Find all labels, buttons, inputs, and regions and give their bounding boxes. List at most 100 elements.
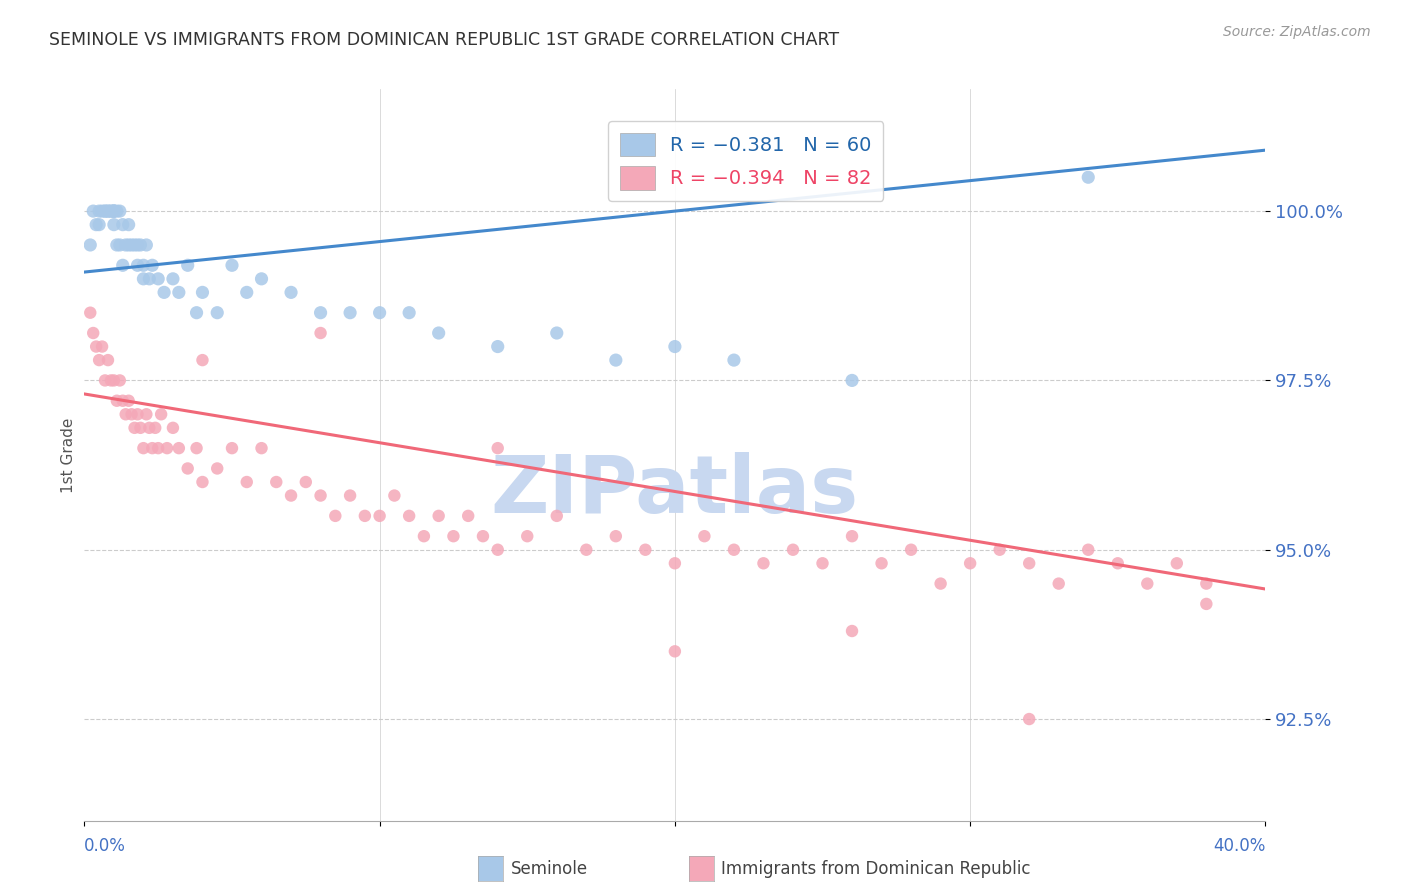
Point bbox=[82, 326, 104, 340]
Point bbox=[236, 475, 259, 489]
Point bbox=[97, 353, 120, 368]
Text: Source: ZipAtlas.com: Source: ZipAtlas.com bbox=[1223, 25, 1371, 39]
Point bbox=[100, 204, 122, 219]
Point bbox=[207, 461, 229, 475]
Point bbox=[191, 353, 214, 368]
Point bbox=[1018, 712, 1040, 726]
Point bbox=[177, 461, 200, 475]
Point bbox=[108, 204, 131, 219]
Point bbox=[1077, 542, 1099, 557]
Point bbox=[413, 529, 436, 543]
Point bbox=[841, 624, 863, 638]
Point bbox=[135, 407, 157, 421]
Point bbox=[221, 258, 243, 272]
Point bbox=[94, 204, 117, 219]
Point bbox=[605, 529, 627, 543]
Point bbox=[354, 508, 377, 523]
Point bbox=[108, 373, 131, 387]
Point bbox=[472, 529, 495, 543]
Point bbox=[82, 204, 104, 219]
Text: Immigrants from Dominican Republic: Immigrants from Dominican Republic bbox=[721, 860, 1031, 878]
Point bbox=[91, 204, 114, 219]
Point bbox=[138, 421, 160, 435]
Point bbox=[250, 441, 273, 455]
Point bbox=[100, 373, 122, 387]
Point bbox=[339, 489, 361, 503]
Point bbox=[1018, 556, 1040, 570]
Point bbox=[191, 475, 214, 489]
Point bbox=[811, 556, 834, 570]
Point bbox=[118, 218, 141, 232]
Point bbox=[135, 238, 157, 252]
Point bbox=[103, 373, 125, 387]
Point bbox=[207, 306, 229, 320]
Point bbox=[138, 272, 160, 286]
Point bbox=[634, 542, 657, 557]
Point bbox=[664, 556, 686, 570]
Point bbox=[143, 421, 166, 435]
Point bbox=[108, 238, 131, 252]
Point bbox=[79, 306, 101, 320]
Point bbox=[325, 508, 347, 523]
Point bbox=[988, 542, 1011, 557]
Point bbox=[100, 204, 122, 219]
Point bbox=[124, 238, 146, 252]
Point bbox=[664, 340, 686, 354]
Text: Seminole: Seminole bbox=[510, 860, 588, 878]
Point bbox=[266, 475, 288, 489]
Point bbox=[177, 258, 200, 272]
Point bbox=[664, 644, 686, 658]
Point bbox=[309, 306, 332, 320]
Point bbox=[236, 285, 259, 300]
Point bbox=[121, 238, 143, 252]
Point bbox=[384, 489, 406, 503]
Point bbox=[156, 441, 179, 455]
Point bbox=[486, 340, 509, 354]
Point bbox=[124, 421, 146, 435]
Point bbox=[114, 407, 136, 421]
Point bbox=[129, 421, 152, 435]
Point bbox=[103, 218, 125, 232]
Point bbox=[486, 542, 509, 557]
Point bbox=[516, 529, 538, 543]
Point bbox=[546, 508, 568, 523]
Point bbox=[221, 441, 243, 455]
Point bbox=[148, 272, 170, 286]
Text: 40.0%: 40.0% bbox=[1213, 838, 1265, 855]
Point bbox=[339, 306, 361, 320]
Point bbox=[1166, 556, 1188, 570]
Point bbox=[148, 441, 170, 455]
Point bbox=[127, 258, 149, 272]
Point bbox=[605, 353, 627, 368]
Point bbox=[132, 272, 155, 286]
Point bbox=[87, 218, 111, 232]
Point bbox=[94, 204, 117, 219]
Point bbox=[870, 556, 893, 570]
Text: SEMINOLE VS IMMIGRANTS FROM DOMINICAN REPUBLIC 1ST GRADE CORRELATION CHART: SEMINOLE VS IMMIGRANTS FROM DOMINICAN RE… bbox=[49, 31, 839, 49]
Point bbox=[132, 258, 155, 272]
Text: 0.0%: 0.0% bbox=[84, 838, 127, 855]
Point bbox=[127, 238, 149, 252]
Point bbox=[693, 529, 716, 543]
Point bbox=[118, 393, 141, 408]
Point bbox=[1077, 170, 1099, 185]
Point bbox=[1107, 556, 1129, 570]
Point bbox=[427, 326, 450, 340]
Point bbox=[162, 421, 184, 435]
Point bbox=[443, 529, 465, 543]
Point bbox=[141, 258, 163, 272]
Point bbox=[105, 204, 128, 219]
Point bbox=[79, 238, 101, 252]
Point bbox=[97, 204, 120, 219]
Point bbox=[97, 204, 120, 219]
Point bbox=[250, 272, 273, 286]
Point bbox=[280, 285, 302, 300]
Point bbox=[103, 204, 125, 219]
Point bbox=[186, 306, 208, 320]
Point bbox=[87, 353, 111, 368]
Point bbox=[114, 238, 136, 252]
Y-axis label: 1st Grade: 1st Grade bbox=[60, 417, 76, 492]
Point bbox=[723, 353, 745, 368]
Point bbox=[84, 340, 107, 354]
Point bbox=[167, 285, 190, 300]
